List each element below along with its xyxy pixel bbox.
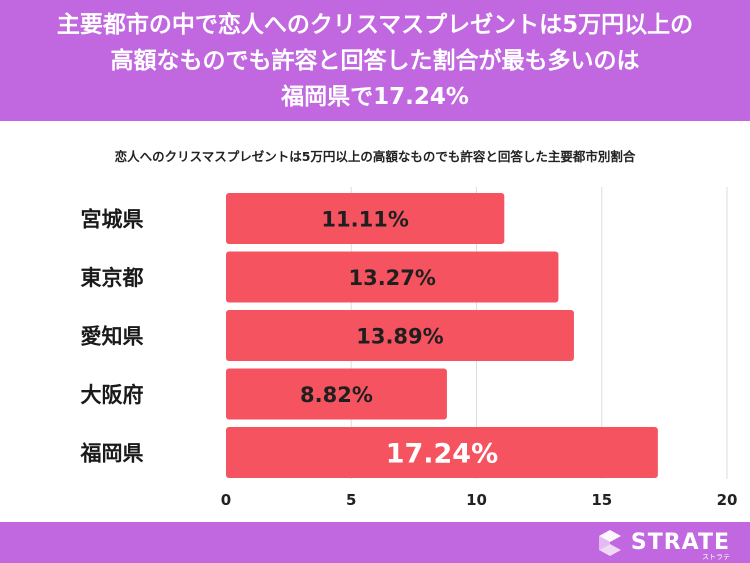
category-label: 大阪府 <box>81 383 144 407</box>
category-label: 福岡県 <box>80 442 144 466</box>
page-title-line: 主要都市の中で恋人へのクリスマスプレゼントは5万円以上の <box>56 11 694 38</box>
bar-value-label: 17.24% <box>386 439 498 470</box>
x-tick-label: 15 <box>591 491 612 509</box>
header-banner: 主要都市の中で恋人へのクリスマスプレゼントは5万円以上の 高額なものでも許容と回… <box>0 0 750 121</box>
x-tick-label: 0 <box>221 491 231 509</box>
bar <box>226 193 505 244</box>
category-label: 愛知県 <box>81 325 144 349</box>
strate-logo-icon <box>598 530 621 556</box>
page-title-line: 福岡県で17.24% <box>281 83 469 110</box>
bar <box>226 251 559 303</box>
x-tick-label: 20 <box>717 491 738 509</box>
bar <box>226 427 658 478</box>
chart-title: 恋人へのクリスマスプレゼントは5万円以上の高額なものでも許容と回答した主要都市別… <box>114 149 636 164</box>
x-tick-label: 5 <box>346 491 356 509</box>
x-tick-label: 10 <box>466 491 487 509</box>
category-label: 宮城県 <box>81 208 144 232</box>
x-axis-ticks: 0 5 10 15 20 <box>221 491 738 509</box>
footer-banner: STRATE ストラテ <box>0 522 750 563</box>
brand-name: STRATE <box>630 530 730 555</box>
bar-value-label: 13.27% <box>348 266 435 290</box>
bar-value-label: 13.89% <box>356 325 443 349</box>
bar-value-label: 8.82% <box>300 383 373 407</box>
category-label: 東京都 <box>81 266 144 290</box>
brand-logo: STRATE ストラテ <box>595 528 730 561</box>
bar <box>226 368 447 420</box>
page-title: 主要都市の中で恋人へのクリスマスプレゼントは5万円以上の 高額なものでも許容と回… <box>10 7 740 115</box>
bar-value-label: 11.11% <box>321 208 408 232</box>
bar-layer: 11.11% 13.27% 13.89% 8.82% 17.24% <box>226 193 658 478</box>
bar <box>226 310 574 361</box>
brand-sub: ストラテ <box>702 553 730 561</box>
page-title-line: 高額なものでも許容と回答した割合が最も多いのは <box>110 47 640 74</box>
